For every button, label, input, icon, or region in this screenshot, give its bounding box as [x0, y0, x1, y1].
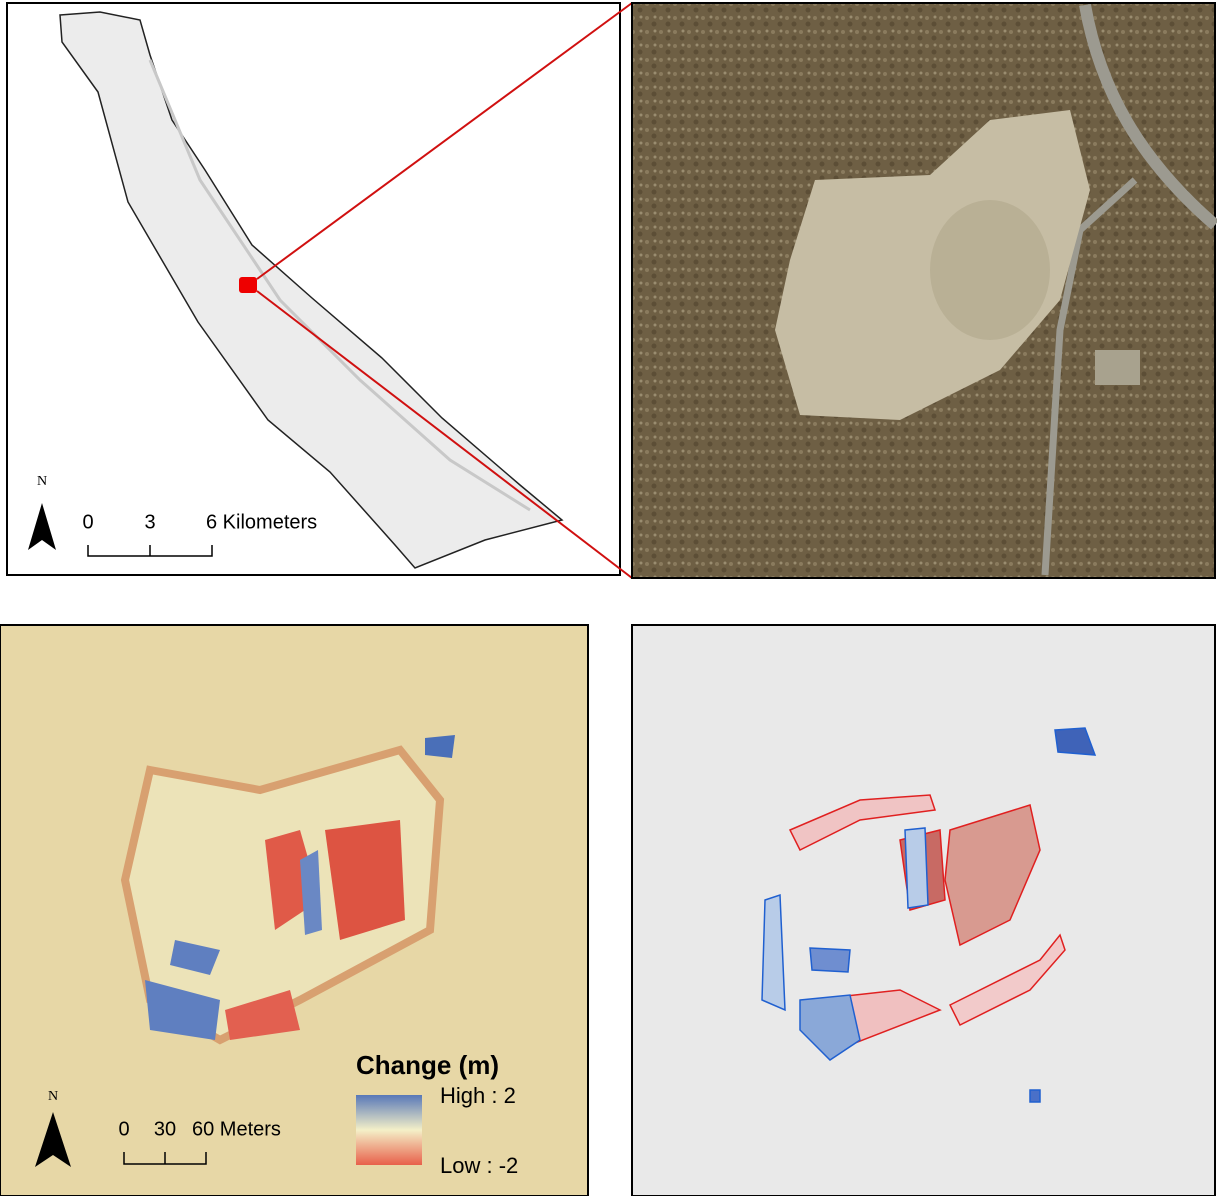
gain-outline [905, 828, 928, 908]
scale-label: 6 Kilometers [206, 511, 317, 533]
hillshade-image [632, 625, 1215, 1196]
legend-ramp [356, 1095, 422, 1165]
scale-label: 0 [82, 511, 93, 533]
north-label: N [48, 1089, 58, 1104]
classified-panel [632, 625, 1215, 1196]
site-marker [239, 277, 257, 293]
gain-outline [1030, 1090, 1040, 1102]
scale-label: 30 [154, 1118, 176, 1140]
scale-label: 3 [144, 511, 155, 533]
gain-outline [810, 948, 850, 972]
legend-high: High : 2 [440, 1083, 516, 1108]
legend-low: Low : -2 [440, 1153, 518, 1178]
structure [1095, 350, 1140, 385]
gain [425, 735, 455, 758]
scale-label: 60 Meters [192, 1118, 281, 1140]
aerial-panel [632, 3, 1215, 578]
legend-title: Change (m) [356, 1050, 499, 1080]
figure: N 0 3 6 Kilometers N 0 30 60 Meters Chan… [0, 0, 1217, 1196]
pit [930, 200, 1050, 340]
north-label: N [37, 474, 47, 489]
scale-label: 0 [118, 1118, 129, 1140]
change-panel: N 0 30 60 Meters Change (m) High : 2 Low… [0, 625, 588, 1196]
overview-panel: N 0 3 6 Kilometers [7, 3, 620, 575]
